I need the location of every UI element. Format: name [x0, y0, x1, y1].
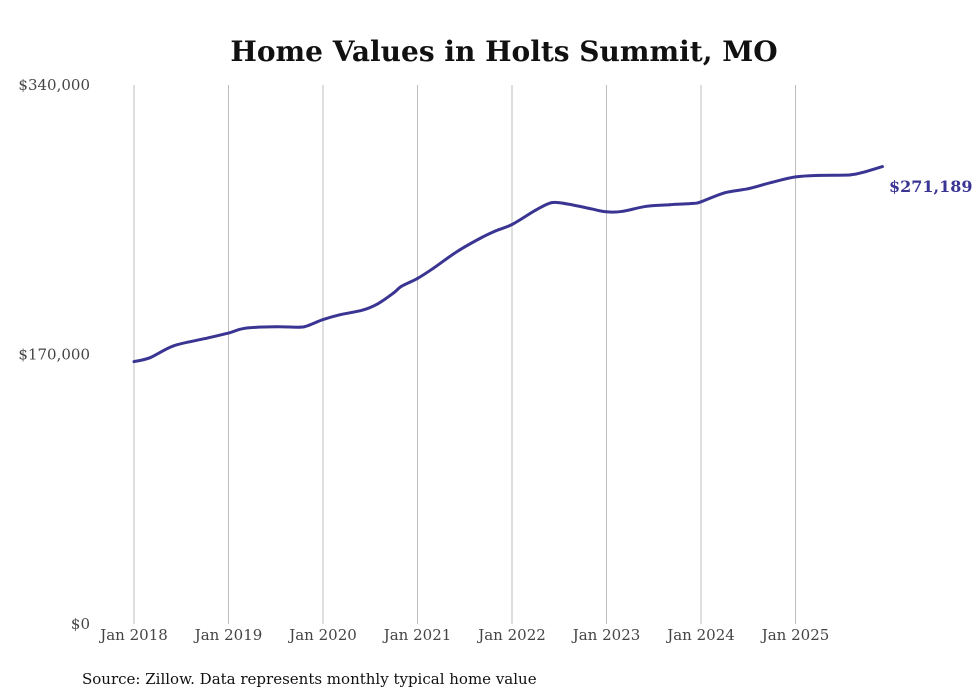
x-tick-label-0: Jan 2018: [98, 626, 168, 644]
y-tick-label-1: $170,000: [18, 346, 90, 364]
data-point-33: [770, 180, 774, 184]
data-point-31: [723, 191, 726, 195]
data-point-26: [621, 209, 624, 213]
data-point-14: [400, 284, 403, 288]
data-point-34: [794, 175, 797, 179]
series-line-0: [132, 165, 884, 364]
data-point-20: [510, 223, 514, 226]
data-point-25: [605, 210, 608, 214]
y-axis-ticks: $0 $170,000 $340,000: [18, 76, 90, 633]
data-point-8: [305, 324, 309, 328]
data-point-23: [565, 202, 569, 206]
data-point-3: [203, 337, 207, 340]
data-point-7: [298, 325, 301, 329]
x-tick-label-7: Jan 2025: [760, 626, 830, 644]
data-point-21: [534, 208, 537, 212]
y-tick-label-0: $0: [71, 615, 90, 633]
data-point-16: [432, 266, 435, 270]
data-point-11: [361, 308, 365, 312]
x-tick-label-3: Jan 2021: [382, 626, 452, 644]
end-value-label: $271,189: [889, 177, 973, 196]
data-point-10: [337, 313, 341, 317]
data-point-4: [227, 331, 230, 335]
data-point-32: [746, 187, 750, 191]
data-point-35: [817, 174, 821, 177]
data-point-0: [132, 360, 136, 363]
data-point-27: [644, 204, 648, 208]
data-point-18: [479, 236, 483, 240]
data-point-1: [148, 356, 152, 360]
data-point-22: [550, 201, 554, 205]
data-point-29: [692, 202, 695, 205]
data-point-5: [243, 326, 247, 330]
data-point-36: [848, 173, 852, 177]
data-point-9: [321, 318, 325, 321]
data-point-15: [416, 277, 419, 280]
data-point-37: [865, 170, 868, 173]
x-tick-label-1: Jan 2019: [193, 626, 263, 644]
chart-title: Home Values in Holts Summit, MO: [230, 35, 777, 68]
x-tick-label-5: Jan 2023: [571, 626, 641, 644]
x-axis-ticks: Jan 2018 Jan 2019 Jan 2020 Jan 2021 Jan 2022…: [98, 626, 829, 644]
data-point-28: [668, 203, 672, 207]
data-point-6: [274, 325, 278, 329]
data-point-12: [376, 302, 380, 306]
y-tick-label-2: $340,000: [18, 76, 90, 94]
data-point-2: [172, 344, 176, 348]
data-point-30: [699, 200, 703, 204]
data-point-13: [392, 291, 396, 295]
series-layer: [132, 165, 884, 364]
data-point-24: [589, 207, 592, 211]
data-point-19: [494, 229, 498, 233]
x-tick-label-4: Jan 2022: [476, 626, 546, 644]
data-point-38: [881, 165, 884, 169]
data-point-17: [455, 250, 459, 253]
source-note: Source: Zillow. Data represents monthly …: [82, 670, 537, 688]
gridlines: [133, 85, 796, 624]
x-tick-label-2: Jan 2020: [287, 626, 357, 644]
x-tick-label-6: Jan 2024: [665, 626, 735, 644]
